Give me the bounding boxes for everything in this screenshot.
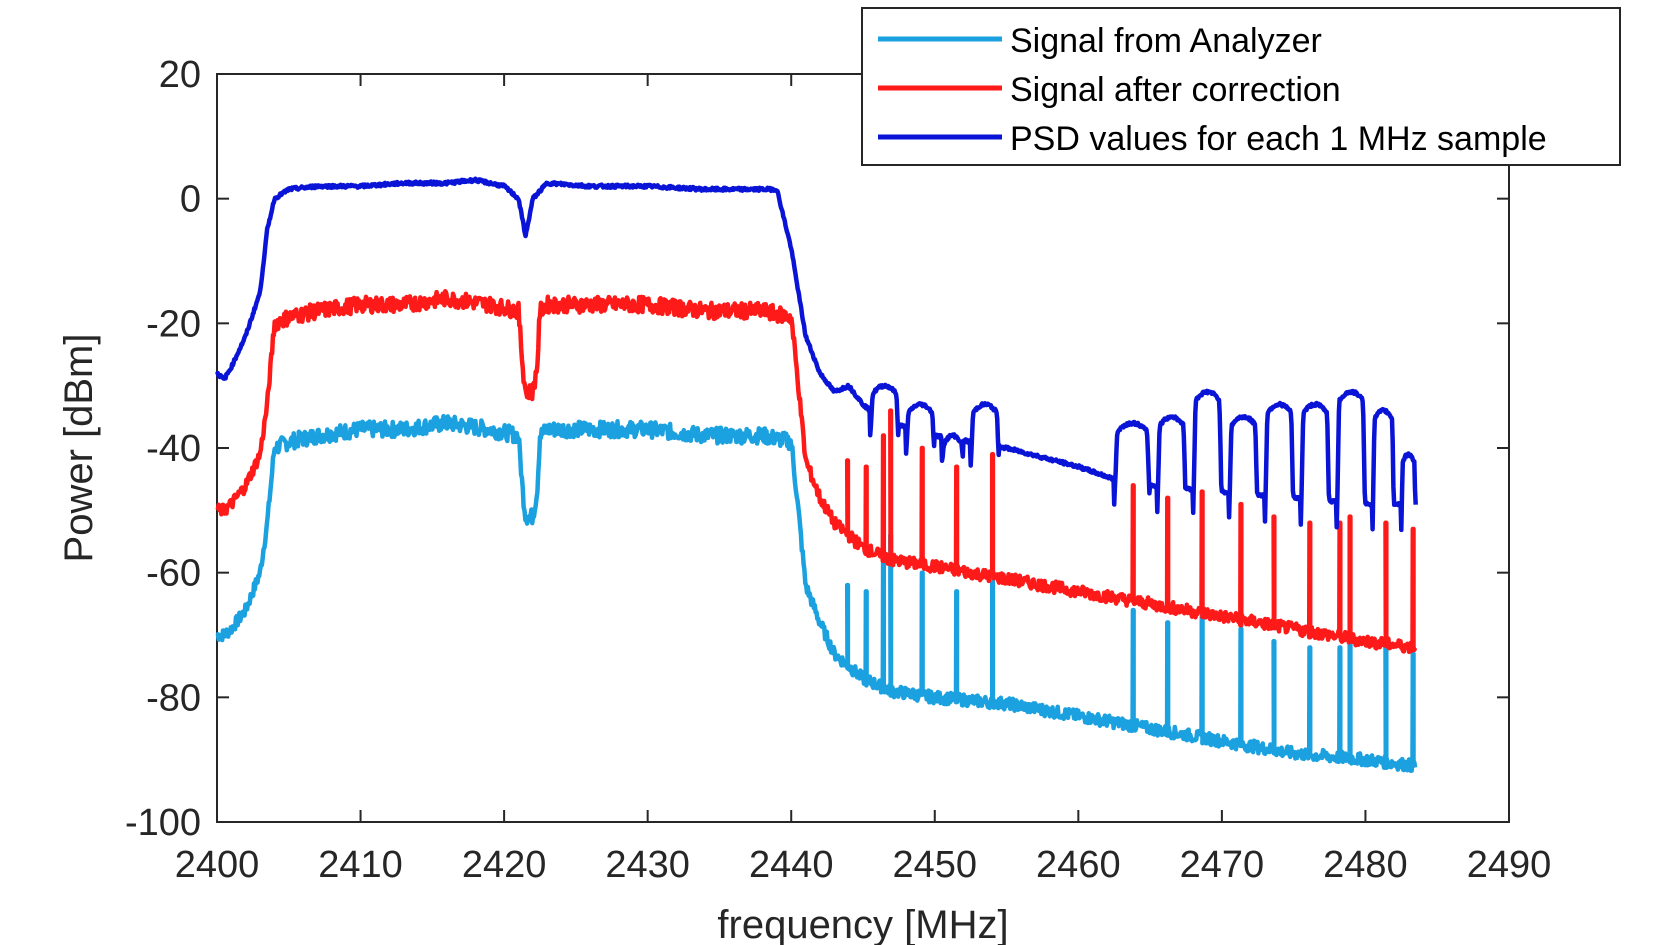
x-tick-label-2460: 2460 [1036,844,1121,886]
x-tick-label-2420: 2420 [462,844,547,886]
x-tick-label-2430: 2430 [605,844,690,886]
y-tick-label--100: -100 [125,802,201,844]
series-line-correction [215,288,1418,655]
series-line-analyzer [215,413,1418,773]
legend-entry-analyzer: Signal from Analyzer [1010,22,1322,60]
y-tick-label-20: 20 [159,54,201,96]
x-tick-label-2440: 2440 [749,844,834,886]
y-tick-label--40: -40 [146,428,201,470]
y-tick-label-0: 0 [180,179,201,221]
x-tick-label-2450: 2450 [893,844,978,886]
x-tick-label-2400: 2400 [175,844,260,886]
legend: Signal from Analyzer Signal after correc… [861,7,1621,166]
x-tick-label-2410: 2410 [318,844,403,886]
series-line-psd [214,176,1418,533]
x-tick-label-2490: 2490 [1467,844,1552,886]
x-axis-label: frequency [MHz] [717,903,1008,945]
legend-entry-correction: Signal after correction [1010,71,1341,109]
series-layer [214,176,1418,773]
y-axis-label: Power [dBm] [57,334,101,563]
y-tick-label--80: -80 [146,677,201,719]
axis-tick-labels: 2400 2410 2420 2430 2440 2450 2460 2470 2480 2490… [125,54,1551,886]
x-tick-label-2480: 2480 [1323,844,1408,886]
axis-ticks [216,73,1510,823]
y-tick-label--20: -20 [146,303,201,345]
y-tick-label--60: -60 [146,553,201,595]
legend-entry-psd: PSD values for each 1 MHz sample [1010,120,1547,158]
x-tick-label-2470: 2470 [1180,844,1265,886]
